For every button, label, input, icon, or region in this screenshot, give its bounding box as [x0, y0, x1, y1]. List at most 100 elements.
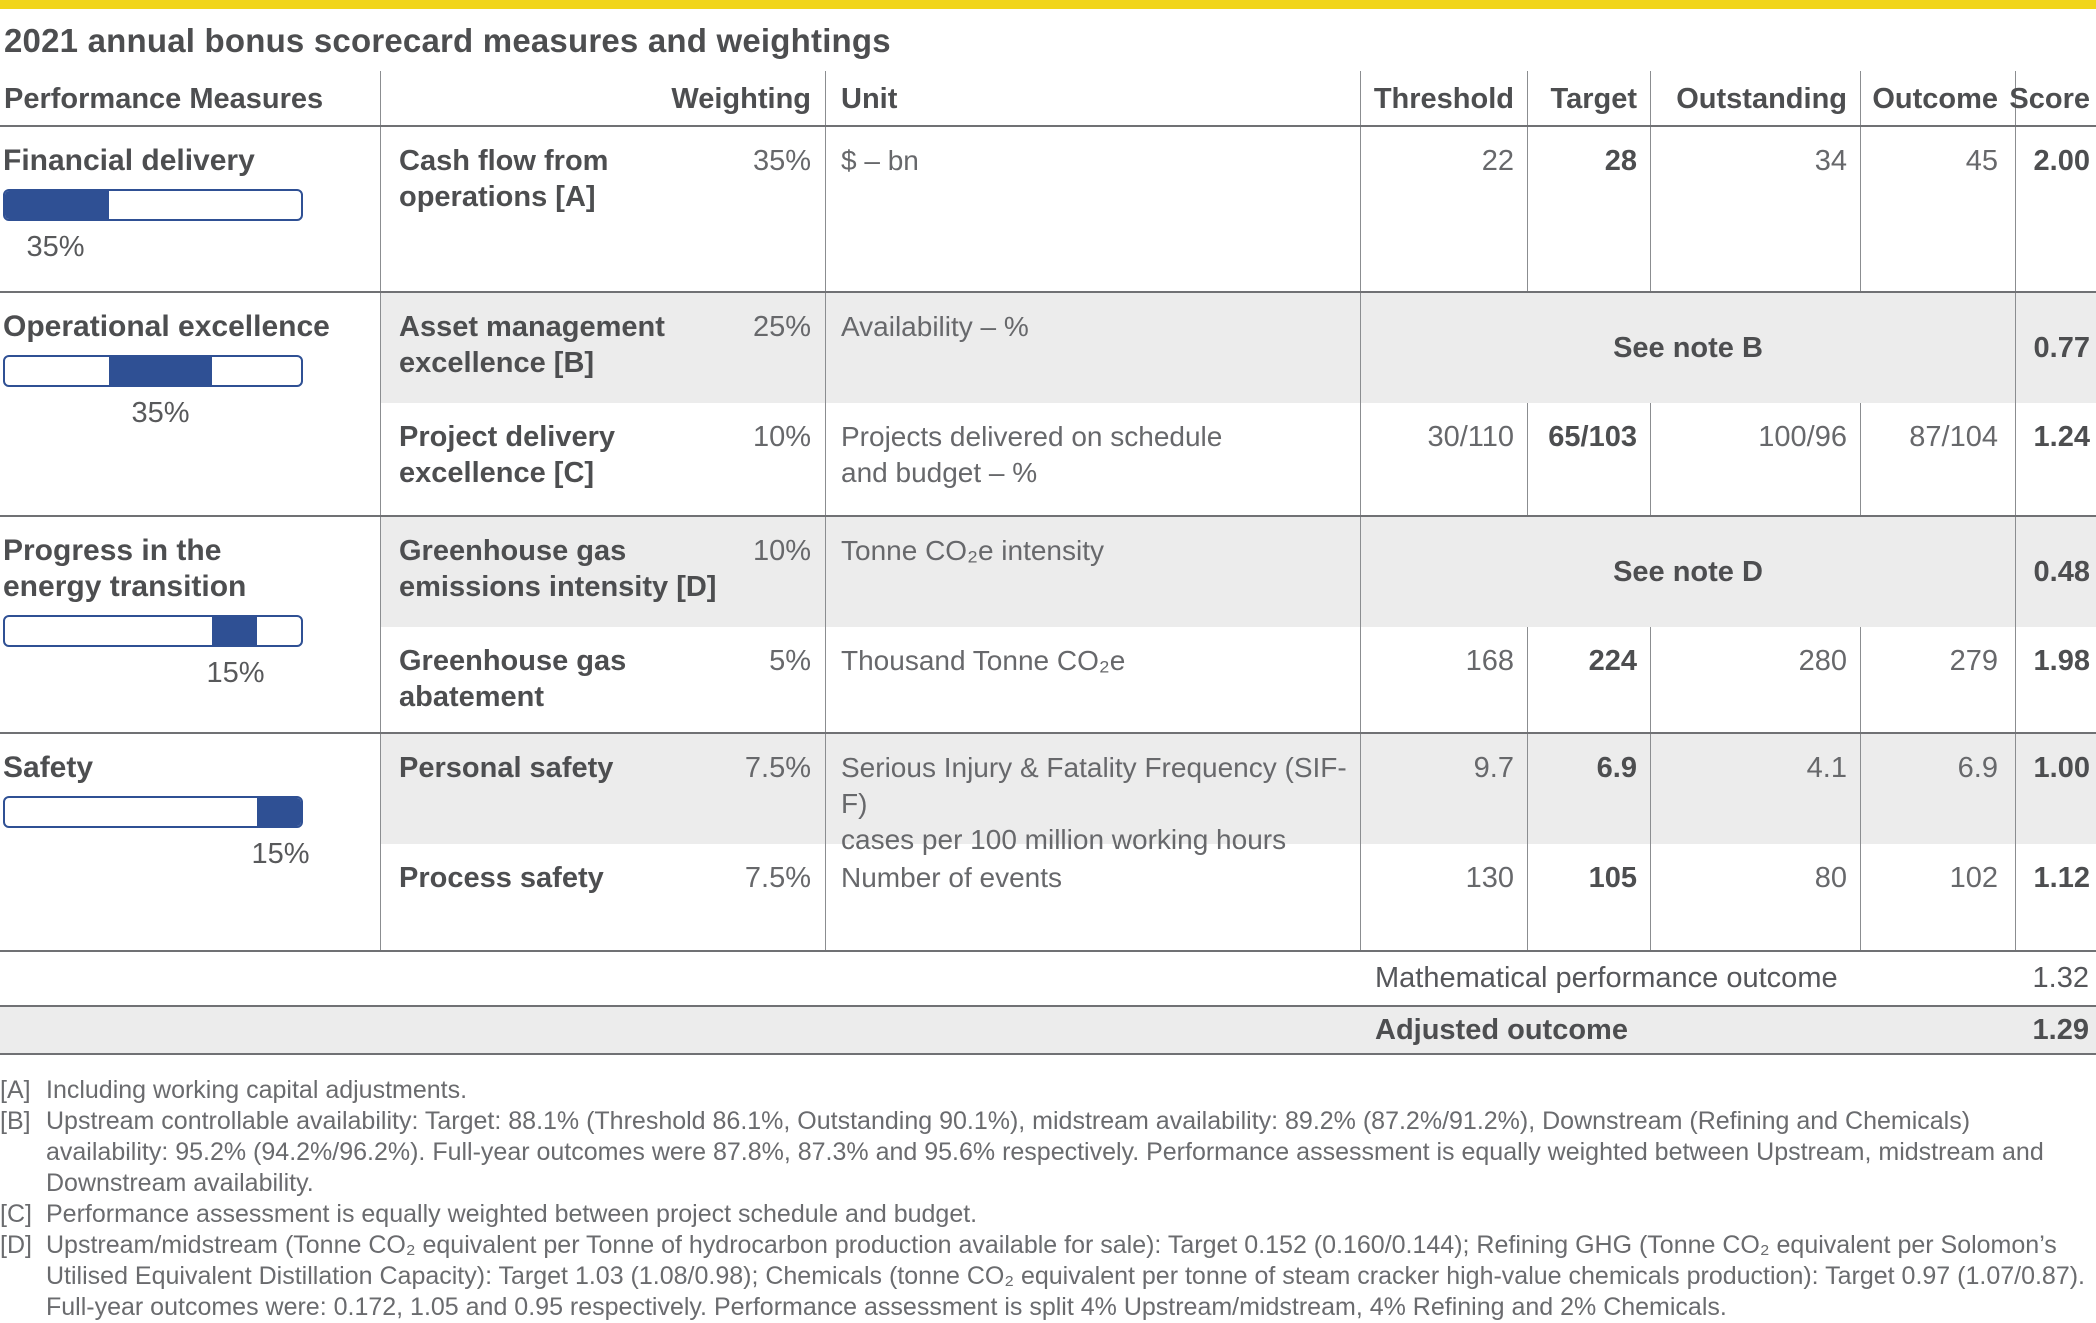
outstanding-value: 100/96 [1650, 403, 1860, 515]
column-header-performance-measures: Performance Measures [4, 83, 324, 115]
weighting-bar: 35% [3, 355, 303, 431]
score-value: 1.12 [2015, 844, 2096, 950]
target-value: 6.9 [1527, 734, 1650, 844]
outstanding-value: 280 [1650, 627, 1860, 732]
weighting-bar-fill [256, 798, 301, 826]
weighting-bar: 15% [3, 615, 303, 691]
footnote-a: [A] Including working capital adjustment… [0, 1075, 2096, 1106]
table-row: Asset management excellence [B] 25% Avai… [380, 293, 2096, 403]
footnote-marker: [B] [0, 1107, 31, 1135]
table-row: Greenhouse gas emissions intensity [D] 1… [380, 517, 2096, 627]
measure-name: Greenhouse gas emissions intensity [D] [399, 535, 717, 603]
measure-weighting: 5% [769, 645, 811, 677]
measure-name: Greenhouse gas abatement [399, 645, 627, 713]
measure-name: Asset management excellence [B] [399, 311, 665, 379]
measure-weighting: 25% [752, 311, 811, 343]
unit-cell: Thousand Tonne CO₂e [825, 627, 1360, 732]
score-value: 1.24 [2015, 403, 2096, 515]
score-value: 0.77 [2015, 293, 2096, 403]
column-header-unit: Unit [825, 71, 1360, 125]
score-value: 1.00 [2015, 734, 2096, 844]
target-value: 105 [1527, 844, 1650, 950]
outstanding-value: 4.1 [1650, 734, 1860, 844]
summary-row-mathematical-outcome: Mathematical performance outcome 1.32 [0, 952, 2096, 1007]
weighting-bar-track [3, 355, 303, 387]
summary-row-adjusted-outcome: Adjusted outcome 1.29 [0, 1007, 2096, 1055]
group-safety: Safety 15% Personal safety 7.5% Serious … [0, 734, 2096, 952]
weighting-bar-label: 35% [131, 397, 190, 429]
footnote-text: Performance assessment is equally weight… [46, 1200, 978, 1228]
threshold-value: 168 [1360, 627, 1527, 732]
unit-cell: Availability – % [825, 293, 1360, 403]
threshold-value: 30/110 [1360, 403, 1527, 515]
footnotes: [A] Including working capital adjustment… [0, 1055, 2096, 1323]
see-note-cell: See note D [1360, 517, 2015, 627]
weighting-bar-track [3, 796, 303, 828]
measure-weighting: 10% [752, 421, 811, 453]
measure-weighting: 10% [752, 535, 811, 567]
group-title: Operational excellence [3, 310, 330, 343]
unit-cell: Tonne CO₂e intensity [825, 517, 1360, 627]
table-row: Process safety 7.5% Number of events 130… [380, 844, 2096, 950]
column-header-outcome: Outcome [1860, 71, 2015, 125]
unit-cell: $ – bn [825, 127, 1360, 291]
target-value: 28 [1527, 127, 1650, 291]
column-header-target: Target [1527, 71, 1650, 125]
group-title: Financial delivery [3, 144, 255, 177]
outcome-value: 87/104 [1860, 403, 2015, 515]
weighting-bar: 15% [3, 796, 310, 872]
threshold-value: 22 [1360, 127, 1527, 291]
performance-measure-cell: Progress in the energy transition 15% [0, 517, 380, 732]
summary-label: Mathematical performance outcome [1375, 962, 1838, 994]
performance-measure-cell: Operational excellence 35% [0, 293, 380, 515]
footnote-text: Upstream/midstream (Tonne CO₂ equivalent… [46, 1231, 2086, 1321]
threshold-value: 130 [1360, 844, 1527, 950]
group-title: Progress in the energy transition [3, 534, 247, 603]
performance-measure-cell: Safety 15% [0, 734, 380, 950]
footnote-text: Including working capital adjustments. [46, 1076, 468, 1104]
column-header-outstanding: Outstanding [1650, 71, 1860, 125]
weighting-bar-label: 15% [206, 657, 265, 689]
group-operational-excellence: Operational excellence 35% Asset managem… [0, 293, 2096, 517]
unit-cell: Serious Injury & Fatality Frequency (SIF… [825, 734, 1360, 855]
accent-bar [0, 0, 2096, 9]
table-row: Personal safety 7.5% Serious Injury & Fa… [380, 734, 2096, 855]
weighting-bar-label: 35% [26, 231, 85, 263]
score-value: 0.48 [2015, 517, 2096, 627]
performance-measure-cell: Financial delivery 35% [0, 127, 380, 291]
measure-name: Personal safety [399, 752, 614, 784]
score-value: 1.98 [2015, 627, 2096, 732]
weighting-bar-fill [5, 191, 109, 219]
measure-name: Process safety [399, 862, 604, 894]
summary-value: 1.29 [2032, 1013, 2089, 1046]
outcome-value: 6.9 [1860, 734, 2015, 844]
summary-value: 1.32 [2032, 962, 2089, 994]
unit-cell: Projects delivered on schedule and budge… [825, 403, 1360, 515]
weighting-bar-track [3, 189, 303, 221]
outcome-value: 102 [1860, 844, 2015, 950]
group-financial-delivery: Financial delivery 35% Cash flow from op… [0, 127, 2096, 293]
measure-weighting: 35% [752, 145, 811, 177]
outstanding-value: 80 [1650, 844, 1860, 950]
weighting-bar-track [3, 615, 303, 647]
threshold-value: 9.7 [1360, 734, 1527, 844]
footnote-marker: [A] [0, 1076, 31, 1104]
footnote-b: [B] Upstream controllable availability: … [0, 1106, 2096, 1199]
target-value: 224 [1527, 627, 1650, 732]
weighting-bar-fill [108, 357, 213, 385]
outcome-value: 45 [1860, 127, 2015, 291]
measure-name: Project delivery excellence [C] [399, 421, 615, 489]
measure-weighting: 7.5% [744, 862, 811, 894]
footnote-c: [C] Performance assessment is equally we… [0, 1199, 2096, 1230]
table-row: Greenhouse gas abatement 5% Thousand Ton… [380, 627, 2096, 732]
group-title: Safety [3, 751, 94, 784]
table-header-row: Performance Measures Weighting Unit Thre… [0, 71, 2096, 127]
footnote-text: Upstream controllable availability: Targ… [46, 1107, 2044, 1197]
footnote-marker: [C] [0, 1200, 32, 1228]
weighting-bar-fill [212, 617, 257, 645]
page-title: 2021 annual bonus scorecard measures and… [4, 22, 891, 59]
column-header-weighting: Weighting [380, 71, 825, 125]
scorecard-table: Performance Measures Weighting Unit Thre… [0, 71, 2096, 1055]
weighting-bar-label: 15% [251, 838, 310, 870]
group-energy-transition: Progress in the energy transition 15% Gr… [0, 517, 2096, 734]
